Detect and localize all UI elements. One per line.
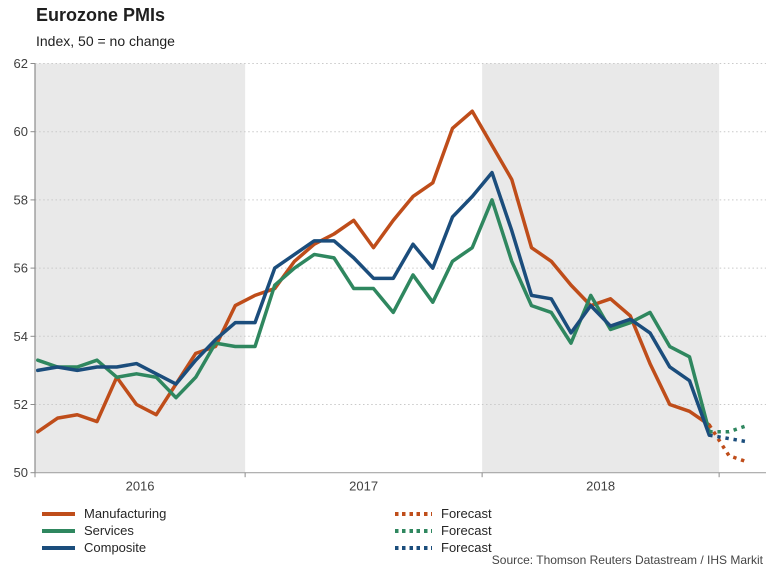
legend-forecast: Forecast Forecast Forecast: [395, 505, 492, 556]
legend-label-composite: Composite: [84, 540, 147, 555]
manufacturing-line-swatch: [42, 511, 75, 516]
source-text: Source: Thomson Reuters Datastream / IHS…: [491, 553, 763, 567]
legend-series: Manufacturing Services Composite: [42, 505, 166, 556]
legend-item-forecast-services: Forecast: [395, 522, 492, 539]
legend-label-forecast-services: Forecast: [441, 523, 492, 538]
svg-text:2018: 2018: [586, 479, 615, 494]
svg-text:2017: 2017: [349, 479, 378, 494]
chart-title: Eurozone PMIs: [36, 5, 166, 25]
legend-label-services: Services: [84, 523, 134, 538]
services-line-swatch: [42, 528, 75, 533]
legend-item-forecast-composite: Forecast: [395, 539, 492, 556]
legend-item-manufacturing: Manufacturing: [42, 505, 166, 522]
svg-text:50: 50: [14, 465, 28, 480]
composite-forecast-swatch: [395, 545, 432, 550]
svg-text:52: 52: [14, 397, 28, 412]
svg-text:54: 54: [14, 329, 28, 344]
svg-text:2016: 2016: [126, 479, 155, 494]
composite-line-swatch: [42, 545, 75, 550]
chart-subtitle: Index, 50 = no change: [36, 33, 175, 49]
svg-text:60: 60: [14, 124, 28, 139]
svg-text:56: 56: [14, 261, 28, 276]
legend-label-manufacturing: Manufacturing: [84, 506, 167, 521]
manufacturing-forecast-swatch: [395, 511, 432, 516]
legend-label-forecast-manufacturing: Forecast: [441, 506, 492, 521]
svg-text:62: 62: [14, 56, 28, 71]
legend-item-services: Services: [42, 522, 166, 539]
legend-item-composite: Composite: [42, 539, 166, 556]
legend-item-forecast-manufacturing: Forecast: [395, 505, 492, 522]
svg-text:58: 58: [14, 192, 28, 207]
services-forecast-swatch: [395, 528, 432, 533]
legend-label-forecast-composite: Forecast: [441, 540, 492, 555]
